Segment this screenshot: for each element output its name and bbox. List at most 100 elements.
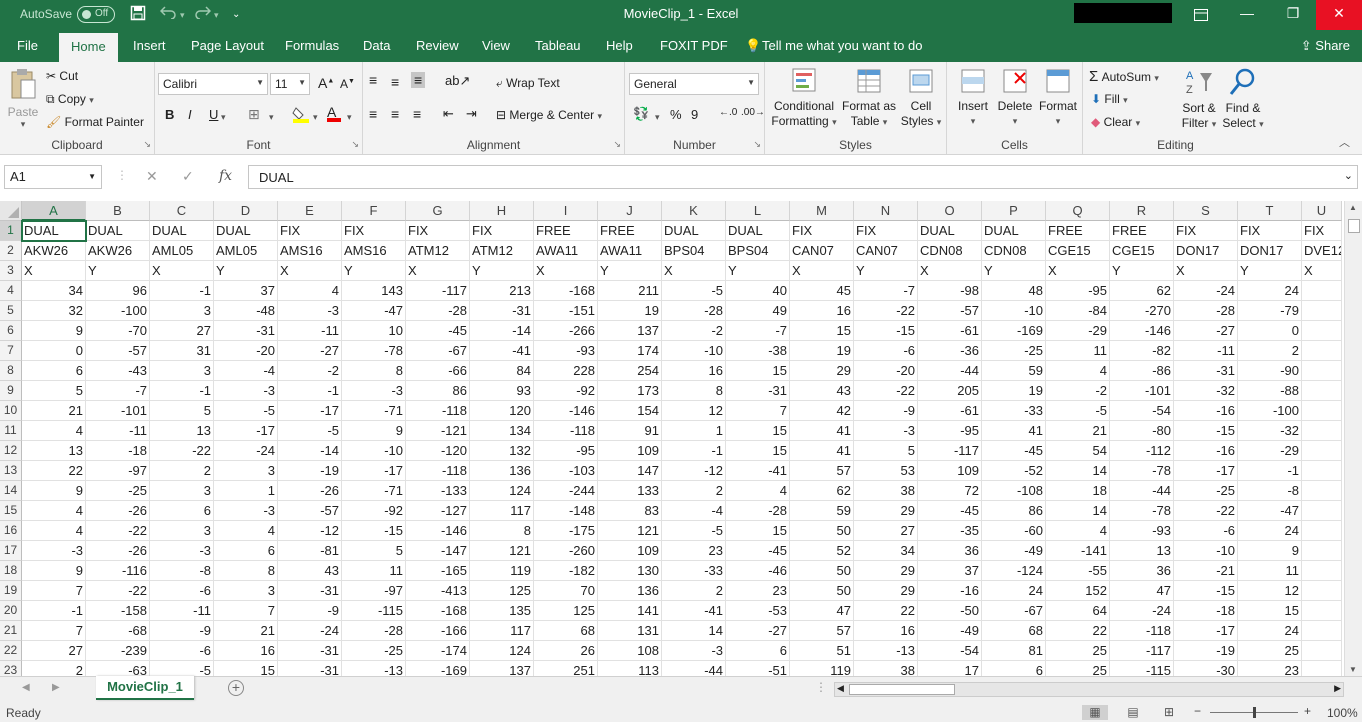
cell-b22[interactable]: -239 xyxy=(86,641,150,661)
cell-f9[interactable]: -3 xyxy=(342,381,406,401)
cell-k5[interactable]: -28 xyxy=(662,301,726,321)
cell-h13[interactable]: 136 xyxy=(470,461,534,481)
cell-m22[interactable]: 51 xyxy=(790,641,854,661)
cell-e11[interactable]: -5 xyxy=(278,421,342,441)
cell-j16[interactable]: 121 xyxy=(598,521,662,541)
enter-entry-icon[interactable]: ✓ xyxy=(182,168,194,184)
sheet-tab-movieclip-1[interactable]: MovieClip_1 xyxy=(96,676,194,700)
cell-b10[interactable]: -101 xyxy=(86,401,150,421)
cell-l21[interactable]: -27 xyxy=(726,621,790,641)
restore-button[interactable]: ❐ xyxy=(1286,5,1300,21)
cell-b15[interactable]: -26 xyxy=(86,501,150,521)
tab-help[interactable]: Help xyxy=(606,38,633,53)
font-launcher-icon[interactable]: ↘ xyxy=(351,139,359,149)
italic-button[interactable]: I xyxy=(188,107,192,122)
cell-l13[interactable]: -41 xyxy=(726,461,790,481)
cell-t18[interactable]: 11 xyxy=(1238,561,1302,581)
share-button[interactable]: ⇪ Share xyxy=(1301,38,1350,54)
cell-s1[interactable]: FIX xyxy=(1174,221,1238,241)
cell-s9[interactable]: -32 xyxy=(1174,381,1238,401)
cell-a14[interactable]: 9 xyxy=(22,481,86,501)
cell-p21[interactable]: 68 xyxy=(982,621,1046,641)
column-header-r[interactable]: R xyxy=(1110,201,1174,221)
tab-formulas[interactable]: Formulas xyxy=(285,38,340,53)
column-header-h[interactable]: H xyxy=(470,201,534,221)
ribbon-display-options-icon[interactable] xyxy=(1178,0,1224,30)
cell-d5[interactable]: -48 xyxy=(214,301,278,321)
row-header-20[interactable]: 20 xyxy=(0,601,22,621)
cell-i20[interactable]: 125 xyxy=(534,601,598,621)
cell-m9[interactable]: 43 xyxy=(790,381,854,401)
cell-g15[interactable]: -127 xyxy=(406,501,470,521)
cell-b23[interactable]: -63 xyxy=(86,661,150,676)
cell-g8[interactable]: -66 xyxy=(406,361,470,381)
tab-view[interactable]: View xyxy=(482,38,510,53)
cell-s22[interactable]: -19 xyxy=(1174,641,1238,661)
cell-j8[interactable]: 254 xyxy=(598,361,662,381)
cell-f23[interactable]: -13 xyxy=(342,661,406,676)
cell-j9[interactable]: 173 xyxy=(598,381,662,401)
cell-e9[interactable]: -1 xyxy=(278,381,342,401)
borders-icon[interactable]: ⊞ xyxy=(248,106,260,122)
cell-p8[interactable]: 59 xyxy=(982,361,1046,381)
cell-k19[interactable]: 2 xyxy=(662,581,726,601)
close-button[interactable]: ✕ xyxy=(1316,0,1362,30)
cell-l22[interactable]: 6 xyxy=(726,641,790,661)
cell-a2[interactable]: AKW26 xyxy=(22,241,86,261)
bottom-align-icon[interactable]: ≡ xyxy=(411,72,426,88)
cell-m10[interactable]: 42 xyxy=(790,401,854,421)
cell-d1[interactable]: DUAL xyxy=(214,221,278,241)
select-all-corner[interactable] xyxy=(0,201,22,221)
cell-h6[interactable]: -14 xyxy=(470,321,534,341)
cell-s3[interactable]: X xyxy=(1174,261,1238,281)
cell-r16[interactable]: -93 xyxy=(1110,521,1174,541)
cell-j21[interactable]: 131 xyxy=(598,621,662,641)
cell-d2[interactable]: AML05 xyxy=(214,241,278,261)
cell-o23[interactable]: 17 xyxy=(918,661,982,676)
column-header-a[interactable]: A xyxy=(22,201,86,221)
align-left-icon[interactable]: ≡ xyxy=(369,106,378,122)
cell-q18[interactable]: -55 xyxy=(1046,561,1110,581)
cell-k4[interactable]: -5 xyxy=(662,281,726,301)
cell-u6[interactable] xyxy=(1302,321,1342,341)
tab-insert[interactable]: Insert xyxy=(133,38,166,53)
cell-a12[interactable]: 13 xyxy=(22,441,86,461)
cell-u4[interactable] xyxy=(1302,281,1342,301)
cell-j15[interactable]: 83 xyxy=(598,501,662,521)
cell-s11[interactable]: -15 xyxy=(1174,421,1238,441)
cell-q9[interactable]: -2 xyxy=(1046,381,1110,401)
cell-j2[interactable]: AWA11 xyxy=(598,241,662,261)
cell-b9[interactable]: -7 xyxy=(86,381,150,401)
conditional-formatting-button[interactable]: Conditional Formatting ▾ xyxy=(771,67,837,130)
cell-k9[interactable]: 8 xyxy=(662,381,726,401)
cell-q4[interactable]: -95 xyxy=(1046,281,1110,301)
cell-p11[interactable]: 41 xyxy=(982,421,1046,441)
cell-c10[interactable]: 5 xyxy=(150,401,214,421)
cell-q2[interactable]: CGE15 xyxy=(1046,241,1110,261)
scroll-right-icon[interactable]: ▶ xyxy=(1334,683,1341,693)
cell-g16[interactable]: -146 xyxy=(406,521,470,541)
cell-u22[interactable] xyxy=(1302,641,1342,661)
cell-t5[interactable]: -79 xyxy=(1238,301,1302,321)
cell-d14[interactable]: 1 xyxy=(214,481,278,501)
cell-d17[interactable]: 6 xyxy=(214,541,278,561)
cell-q6[interactable]: -29 xyxy=(1046,321,1110,341)
tab-data[interactable]: Data xyxy=(363,38,391,53)
cell-d4[interactable]: 37 xyxy=(214,281,278,301)
cell-b14[interactable]: -25 xyxy=(86,481,150,501)
fill-color-icon[interactable] xyxy=(292,105,310,126)
cell-s14[interactable]: -25 xyxy=(1174,481,1238,501)
cell-p18[interactable]: -124 xyxy=(982,561,1046,581)
page-layout-view-icon[interactable]: ▤ xyxy=(1127,705,1139,719)
cell-k10[interactable]: 12 xyxy=(662,401,726,421)
decrease-indent-icon[interactable]: ⇤ xyxy=(443,106,454,121)
cell-n3[interactable]: Y xyxy=(854,261,918,281)
cell-b8[interactable]: -43 xyxy=(86,361,150,381)
cell-c3[interactable]: X xyxy=(150,261,214,281)
next-sheet-icon[interactable]: ▶ xyxy=(52,682,60,693)
cell-l7[interactable]: -38 xyxy=(726,341,790,361)
cell-s20[interactable]: -18 xyxy=(1174,601,1238,621)
cell-f5[interactable]: -47 xyxy=(342,301,406,321)
column-header-m[interactable]: M xyxy=(790,201,854,221)
column-header-q[interactable]: Q xyxy=(1046,201,1110,221)
